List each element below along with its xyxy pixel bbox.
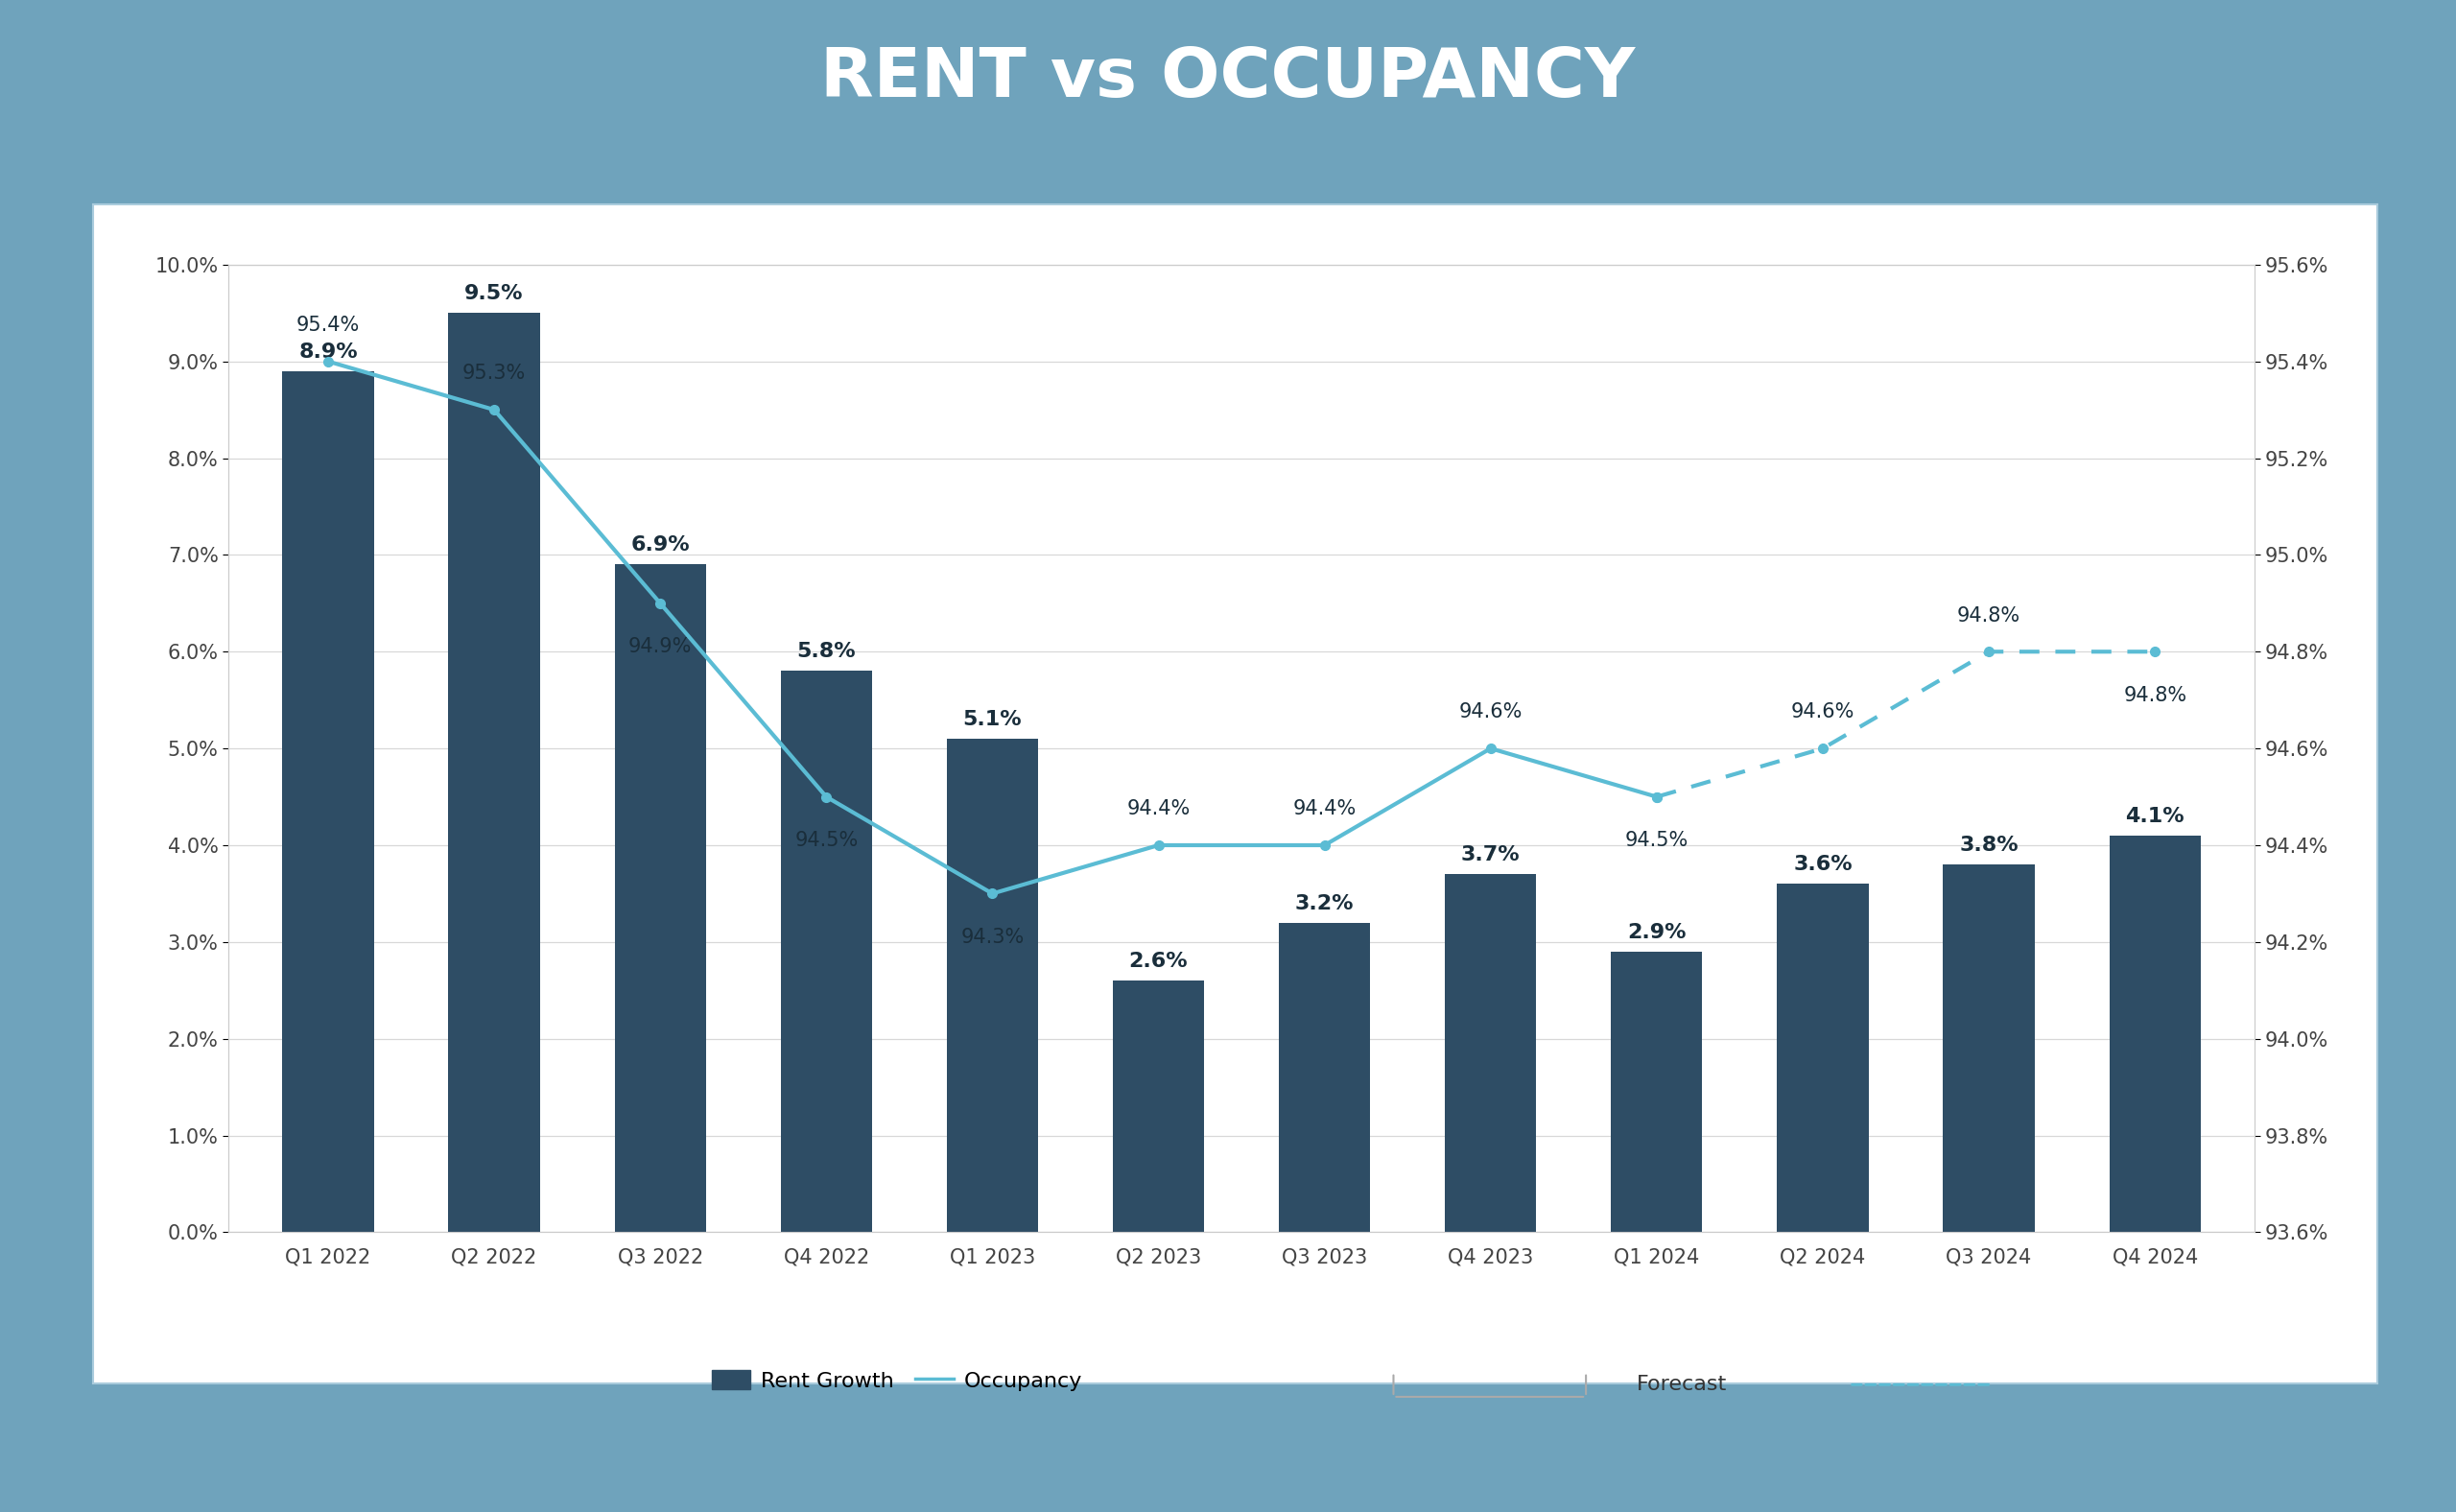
Text: 94.6%: 94.6% <box>1790 703 1854 721</box>
Text: 5.1%: 5.1% <box>963 711 1022 729</box>
Text: 94.3%: 94.3% <box>960 927 1024 947</box>
Text: 94.8%: 94.8% <box>2124 685 2186 705</box>
Text: 94.4%: 94.4% <box>1292 800 1356 818</box>
Text: 94.9%: 94.9% <box>629 637 693 656</box>
Bar <box>1943 865 2034 1232</box>
Text: 8.9%: 8.9% <box>300 342 359 361</box>
Text: 95.4%: 95.4% <box>297 316 361 334</box>
Text: 6.9%: 6.9% <box>631 535 690 555</box>
Bar <box>282 370 373 1232</box>
Text: 94.8%: 94.8% <box>1957 606 2021 624</box>
Bar <box>946 739 1039 1232</box>
Bar <box>1778 885 1869 1232</box>
Legend: Rent Growth, Occupancy: Rent Growth, Occupancy <box>712 1370 1083 1391</box>
Bar <box>781 671 872 1232</box>
Text: 2.6%: 2.6% <box>1130 953 1189 971</box>
Bar <box>1611 951 1702 1232</box>
Text: 5.8%: 5.8% <box>796 643 855 661</box>
Bar <box>1113 981 1203 1232</box>
Text: Forecast: Forecast <box>1636 1374 1727 1394</box>
Text: 94.6%: 94.6% <box>1459 703 1523 721</box>
Text: 94.5%: 94.5% <box>796 830 857 850</box>
Text: 94.5%: 94.5% <box>1626 830 1687 850</box>
Text: 3.6%: 3.6% <box>1793 856 1852 874</box>
Text: 94.4%: 94.4% <box>1127 800 1191 818</box>
Text: 2.9%: 2.9% <box>1628 922 1687 942</box>
Text: 3.8%: 3.8% <box>1960 836 2019 854</box>
Bar <box>2110 836 2201 1232</box>
Text: 95.3%: 95.3% <box>462 364 526 383</box>
Bar <box>1444 874 1537 1232</box>
Bar <box>614 564 705 1232</box>
Text: 3.7%: 3.7% <box>1461 845 1520 865</box>
Text: RENT vs OCCUPANCY: RENT vs OCCUPANCY <box>820 45 1636 112</box>
Bar <box>449 313 540 1232</box>
Text: 4.1%: 4.1% <box>2124 807 2183 826</box>
Text: 3.2%: 3.2% <box>1294 894 1353 913</box>
Bar <box>1280 922 1370 1232</box>
Text: 9.5%: 9.5% <box>464 284 523 304</box>
